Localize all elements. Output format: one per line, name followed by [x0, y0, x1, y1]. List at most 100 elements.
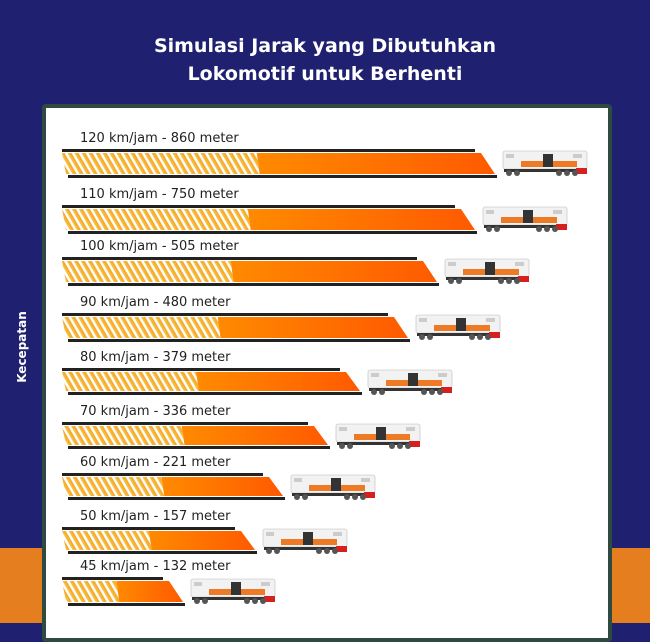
- bar-solid-segment: [217, 317, 408, 338]
- bar-top-edge: [62, 205, 455, 208]
- bar-striped-segment: [62, 261, 234, 282]
- title-line-1: Simulasi Jarak yang Dibutuhkan: [153, 35, 497, 57]
- loco-wheel: [485, 334, 491, 340]
- chart-plot: 120 km/jam - 860 meter 110 km/jam - 750 m…: [62, 131, 588, 606]
- chart-title: Simulasi Jarak yang Dibutuhkan Lokomotif…: [0, 32, 650, 88]
- bar-top-edge: [62, 577, 163, 580]
- bar-striped-segment: [62, 153, 260, 174]
- loco-wheel: [371, 389, 377, 395]
- bar-bottom-edge: [68, 446, 330, 449]
- loco-window: [361, 478, 370, 482]
- loco-wheel: [552, 226, 558, 232]
- bar-striped-segment: [62, 581, 120, 602]
- bar-top-edge: [62, 149, 475, 152]
- bar-label: 90 km/jam - 480 meter: [80, 295, 231, 310]
- loco-window: [486, 210, 494, 214]
- bar-striped-segment: [62, 426, 185, 445]
- loco-frame: [417, 333, 499, 336]
- loco-window: [438, 373, 447, 377]
- loco-window: [371, 373, 379, 377]
- loco-wheel: [397, 443, 403, 449]
- loco-window: [553, 210, 562, 214]
- bar-solid-segment: [161, 477, 283, 496]
- loco-wheel: [294, 494, 300, 500]
- loco-wheel: [194, 598, 200, 604]
- bar-top-edge: [62, 368, 340, 371]
- bar-row: 120 km/jam - 860 meter: [62, 131, 588, 178]
- bar-row: 70 km/jam - 336 meter: [62, 404, 421, 449]
- loco-wheel: [486, 226, 492, 232]
- loco-frame: [369, 388, 451, 391]
- locomotive-icon: [290, 474, 376, 500]
- bar-label: 120 km/jam - 860 meter: [80, 131, 239, 146]
- bar-row: 100 km/jam - 505 meter: [62, 239, 530, 286]
- bar-top-edge: [62, 313, 388, 316]
- loco-wheel: [421, 389, 427, 395]
- loco-door: [543, 154, 553, 167]
- loco-window: [515, 262, 524, 266]
- loco-wheel: [405, 443, 411, 449]
- locomotive-icon: [502, 150, 588, 176]
- bar-striped-segment: [62, 531, 152, 550]
- bar-striped-segment: [62, 477, 165, 496]
- loco-wheel: [347, 443, 353, 449]
- bar-solid-segment: [256, 153, 495, 174]
- locomotive-icon: [190, 578, 276, 604]
- loco-frame: [292, 493, 374, 496]
- loco-door: [303, 532, 313, 545]
- bar-row: 45 km/jam - 132 meter: [62, 559, 276, 606]
- bar-label: 70 km/jam - 336 meter: [80, 404, 231, 419]
- bar-top-edge: [62, 257, 417, 260]
- loco-wheel: [506, 278, 512, 284]
- title-line-2: Lokomotif untuk Berhenti: [187, 63, 463, 85]
- loco-wheel: [324, 548, 330, 554]
- loco-wheel: [260, 598, 266, 604]
- loco-wheel: [494, 226, 500, 232]
- loco-door: [523, 210, 533, 223]
- locomotive-icon: [415, 314, 501, 340]
- loco-bumper: [518, 276, 529, 282]
- loco-wheel: [564, 170, 570, 176]
- loco-wheel: [498, 278, 504, 284]
- locomotive-icon: [482, 206, 568, 232]
- loco-wheel: [514, 278, 520, 284]
- bar-label: 110 km/jam - 750 meter: [80, 187, 239, 202]
- bar-row: 50 km/jam - 157 meter: [62, 509, 348, 554]
- loco-wheel: [448, 278, 454, 284]
- loco-door: [485, 262, 495, 275]
- bar-bottom-edge: [68, 231, 477, 234]
- loco-bumper: [409, 441, 420, 447]
- loco-bumper: [364, 492, 375, 498]
- bar-row: 110 km/jam - 750 meter: [62, 187, 568, 234]
- loco-window: [194, 582, 202, 586]
- loco-wheel: [316, 548, 322, 554]
- loco-frame: [446, 277, 528, 280]
- loco-wheel: [477, 334, 483, 340]
- bar-solid-segment: [181, 426, 328, 445]
- loco-wheel: [506, 170, 512, 176]
- locomotive-icon: [262, 528, 348, 554]
- loco-frame: [504, 169, 586, 172]
- bar-solid-segment: [116, 581, 183, 602]
- bar-bottom-edge: [68, 497, 285, 500]
- loco-window: [406, 427, 415, 431]
- loco-wheel: [429, 389, 435, 395]
- bar-solid-segment: [196, 372, 360, 391]
- bar-row: 80 km/jam - 379 meter: [62, 350, 453, 395]
- bar-top-edge: [62, 473, 263, 476]
- locomotive-icon: [335, 423, 421, 449]
- bar-bottom-edge: [68, 175, 497, 178]
- bar-striped-segment: [62, 372, 199, 391]
- loco-bumper: [556, 224, 567, 230]
- loco-wheel: [202, 598, 208, 604]
- locomotive-icon: [444, 258, 530, 284]
- loco-wheel: [339, 443, 345, 449]
- bar-label: 60 km/jam - 221 meter: [80, 455, 231, 470]
- bar-row: 60 km/jam - 221 meter: [62, 455, 376, 500]
- bar-top-edge: [62, 527, 235, 530]
- loco-frame: [192, 597, 274, 600]
- loco-frame: [264, 547, 346, 550]
- loco-wheel: [302, 494, 308, 500]
- loco-wheel: [360, 494, 366, 500]
- loco-window: [266, 532, 274, 536]
